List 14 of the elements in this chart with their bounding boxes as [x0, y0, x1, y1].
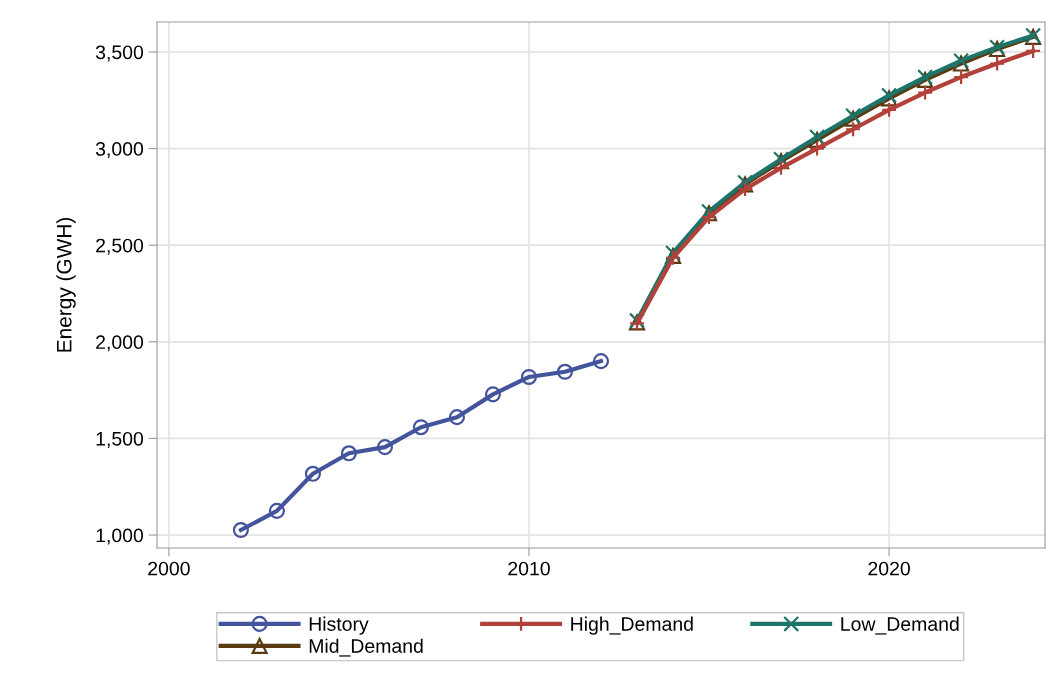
legend-label: Low_Demand: [841, 616, 959, 635]
y-tick-label: 2,500: [96, 238, 144, 255]
legend-label: Mid_Demand: [309, 638, 423, 657]
y-tick-label: 2,000: [96, 335, 144, 352]
legend-label: High_Demand: [571, 616, 693, 635]
y-tick-label: 1,500: [96, 431, 144, 448]
x-tick-label: 2010: [508, 561, 550, 576]
y-tick-label: 3,000: [95, 142, 144, 159]
x-tick-label: 2000: [148, 561, 190, 576]
y-axis-title: Energy (GWH): [56, 218, 76, 352]
y-tick-label: 1,000: [96, 528, 144, 545]
legend-label: History: [309, 616, 369, 635]
y-tick-label: 3,500: [95, 45, 144, 62]
x-tick-label: 2020: [868, 561, 910, 576]
